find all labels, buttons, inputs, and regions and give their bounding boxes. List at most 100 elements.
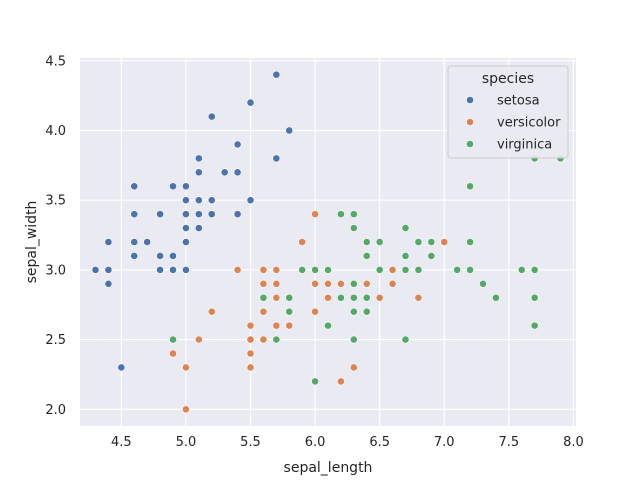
data-point-setosa [182, 265, 190, 274]
data-point-setosa [169, 182, 177, 191]
data-point-versicolor [182, 363, 190, 372]
data-point-versicolor [388, 279, 397, 288]
data-point-virginica [414, 238, 423, 246]
data-point-versicolor [246, 363, 255, 372]
data-point-virginica [259, 293, 268, 302]
data-point-virginica [530, 321, 539, 330]
data-point-versicolor [324, 293, 332, 302]
data-point-setosa [194, 224, 203, 232]
x-axis-ticks: 4.5 5.0 5.5 6.0 6.5 7.0 7.5 8.0 [111, 435, 584, 450]
y-tick-label: 2.5 [45, 333, 66, 348]
data-point-virginica [466, 182, 474, 191]
legend-items: setosa versicolor virginica [466, 94, 561, 153]
data-point-setosa [182, 196, 190, 205]
data-point-virginica [324, 265, 332, 274]
y-tick-label: 4.0 [45, 124, 66, 139]
y-tick-label: 3.0 [45, 263, 66, 278]
data-point-virginica [362, 238, 371, 246]
data-point-setosa [194, 210, 203, 219]
data-point-setosa [104, 238, 113, 246]
data-point-setosa [182, 182, 190, 191]
data-point-virginica [362, 307, 371, 316]
data-point-setosa [207, 210, 216, 219]
data-point-versicolor [440, 238, 449, 246]
data-point-virginica [492, 293, 500, 302]
legend-label-virginica: virginica [497, 138, 552, 153]
data-point-virginica [349, 279, 358, 288]
y-tick-label: 4.5 [45, 54, 66, 69]
data-point-setosa [156, 252, 164, 260]
data-point-versicolor [182, 405, 190, 414]
y-axis-ticks: 2.0 2.5 3.0 3.5 4.0 4.5 [45, 54, 66, 417]
data-point-virginica [311, 265, 319, 274]
x-axis-label: sepal_length [284, 460, 373, 476]
data-point-versicolor [259, 335, 268, 344]
y-axis-label: sepal_width [24, 201, 40, 284]
data-point-setosa [272, 70, 281, 79]
data-point-virginica [401, 265, 410, 274]
x-tick-label: 6.0 [305, 435, 326, 450]
data-point-versicolor [298, 238, 307, 246]
data-point-virginica [401, 335, 410, 344]
data-point-virginica [349, 224, 358, 232]
data-point-setosa [91, 265, 100, 274]
data-point-virginica [414, 265, 423, 274]
data-point-setosa [130, 182, 139, 191]
legend: species setosa versicolor virginica [447, 65, 569, 159]
data-point-versicolor [388, 265, 397, 274]
data-point-virginica [362, 293, 371, 302]
data-point-versicolor [272, 321, 281, 330]
data-point-virginica [427, 252, 436, 260]
x-tick-label: 6.5 [369, 435, 390, 450]
data-points [91, 70, 565, 414]
data-point-versicolor [169, 349, 177, 358]
data-point-setosa [233, 140, 242, 149]
data-point-virginica [375, 265, 384, 274]
data-point-versicolor [272, 293, 281, 302]
data-point-setosa [130, 252, 139, 260]
data-point-virginica [349, 307, 358, 316]
data-point-versicolor [259, 307, 268, 316]
data-point-virginica [479, 279, 487, 288]
data-point-virginica [375, 238, 384, 246]
data-point-versicolor [414, 293, 423, 302]
data-point-versicolor [272, 265, 281, 274]
data-point-virginica [427, 238, 436, 246]
x-tick-label: 5.5 [240, 435, 261, 450]
legend-label-versicolor: versicolor [497, 116, 561, 131]
data-point-setosa [143, 238, 152, 246]
data-point-versicolor [324, 279, 332, 288]
data-point-virginica [530, 265, 539, 274]
legend-label-setosa: setosa [497, 94, 540, 109]
data-point-versicolor [233, 265, 242, 274]
data-point-virginica [311, 377, 319, 386]
data-point-virginica [272, 335, 281, 344]
data-point-virginica [298, 265, 307, 274]
x-tick-label: 4.5 [111, 435, 132, 450]
data-point-setosa [182, 238, 190, 246]
data-point-setosa [194, 168, 203, 177]
data-point-setosa [169, 265, 177, 274]
data-point-versicolor [311, 279, 319, 288]
data-point-versicolor [311, 307, 319, 316]
data-point-setosa [207, 196, 216, 205]
data-point-setosa [233, 210, 242, 219]
data-point-setosa [246, 196, 255, 205]
x-tick-label: 7.5 [498, 435, 519, 450]
data-point-setosa [246, 98, 255, 107]
x-tick-label: 8.0 [563, 435, 584, 450]
data-point-setosa [169, 252, 177, 260]
data-point-versicolor [349, 363, 358, 372]
data-point-setosa [130, 238, 139, 246]
x-tick-label: 5.0 [176, 435, 197, 450]
data-point-setosa [156, 265, 164, 274]
data-point-setosa [194, 154, 203, 163]
data-point-versicolor [259, 265, 268, 274]
data-point-virginica [362, 252, 371, 260]
data-point-virginica [453, 265, 462, 274]
data-point-versicolor [285, 321, 294, 330]
y-tick-label: 2.0 [45, 403, 66, 418]
data-point-setosa [104, 279, 113, 288]
data-point-versicolor [246, 335, 255, 344]
data-point-setosa [272, 154, 281, 163]
